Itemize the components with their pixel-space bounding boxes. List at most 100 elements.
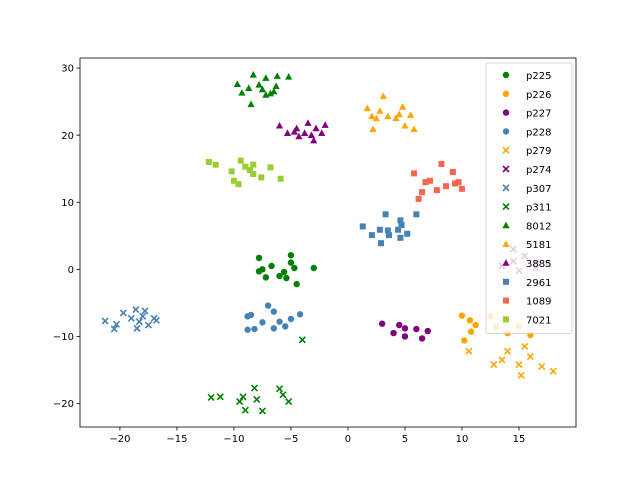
series-p307 bbox=[101, 306, 160, 333]
data-point bbox=[404, 230, 411, 237]
data-point bbox=[290, 128, 298, 135]
data-point bbox=[467, 328, 475, 335]
data-point bbox=[411, 170, 418, 177]
data-point bbox=[258, 407, 267, 415]
data-point bbox=[273, 72, 281, 79]
legend: p225 p226 p227 p228 p279 p274 p307 p311 8012 5181… bbox=[485, 62, 573, 334]
points-layer bbox=[101, 70, 557, 415]
data-point bbox=[246, 167, 253, 174]
legend-marker bbox=[503, 278, 509, 285]
data-point bbox=[250, 384, 259, 392]
data-point bbox=[253, 395, 261, 404]
data-point bbox=[538, 363, 546, 371]
data-point bbox=[461, 337, 468, 344]
legend-box bbox=[485, 62, 573, 334]
data-point bbox=[255, 268, 263, 275]
legend-marker bbox=[502, 203, 510, 211]
data-point bbox=[465, 347, 473, 355]
data-point bbox=[277, 175, 284, 182]
data-point bbox=[250, 171, 257, 178]
data-point bbox=[239, 393, 247, 401]
data-point bbox=[401, 333, 409, 340]
data-point bbox=[415, 195, 422, 202]
y-tick-label: 30 bbox=[61, 64, 74, 75]
data-point bbox=[372, 114, 381, 122]
data-point bbox=[285, 397, 293, 406]
data-point bbox=[255, 81, 263, 88]
data-point bbox=[236, 397, 244, 406]
plot-frame bbox=[79, 57, 577, 428]
data-point bbox=[410, 125, 418, 132]
data-point bbox=[401, 121, 409, 129]
data-point bbox=[272, 82, 280, 89]
data-point bbox=[247, 100, 255, 108]
data-point bbox=[452, 180, 459, 187]
legend-label: p274 bbox=[526, 165, 551, 176]
data-point bbox=[382, 211, 389, 218]
data-point bbox=[413, 211, 420, 218]
data-point bbox=[251, 325, 258, 333]
legend-label: p226 bbox=[526, 90, 551, 101]
data-point bbox=[368, 232, 375, 239]
x-tick-label: 10 bbox=[456, 434, 469, 445]
data-point bbox=[152, 316, 160, 324]
data-point bbox=[135, 318, 143, 326]
legend-marker bbox=[502, 90, 510, 98]
data-point bbox=[304, 119, 312, 126]
data-point bbox=[275, 121, 284, 129]
data-point bbox=[258, 174, 265, 181]
data-point bbox=[216, 393, 224, 401]
y-tick-label: −10 bbox=[53, 332, 74, 343]
data-point bbox=[233, 80, 241, 87]
data-point bbox=[296, 311, 304, 318]
data-point bbox=[521, 342, 529, 351]
data-point bbox=[287, 259, 295, 266]
legend-marker bbox=[503, 316, 509, 323]
data-point bbox=[397, 217, 404, 224]
data-point bbox=[318, 129, 326, 136]
data-point bbox=[207, 393, 215, 402]
data-point bbox=[245, 84, 253, 91]
data-point bbox=[287, 315, 295, 323]
data-point bbox=[424, 327, 431, 335]
data-point bbox=[378, 240, 385, 247]
data-point bbox=[280, 268, 288, 276]
data-point bbox=[266, 89, 275, 97]
legend-label: 5181 bbox=[526, 240, 551, 251]
data-point bbox=[396, 321, 403, 329]
legend-label: p279 bbox=[526, 146, 551, 157]
axes-layer: −20 −15 −10 −5 0 5 10 15 −20 −10 0 10 20 30 bbox=[53, 57, 577, 445]
data-point bbox=[498, 356, 506, 364]
data-point bbox=[247, 311, 255, 319]
data-point bbox=[267, 164, 274, 171]
data-point bbox=[298, 336, 306, 344]
legend-marker bbox=[502, 259, 510, 266]
y-tick-label: 0 bbox=[68, 265, 74, 276]
data-point bbox=[258, 85, 267, 93]
data-point bbox=[378, 320, 386, 327]
data-point bbox=[490, 361, 498, 369]
legend-marker bbox=[502, 240, 510, 247]
data-point bbox=[282, 323, 289, 330]
data-point bbox=[293, 124, 301, 132]
data-point bbox=[407, 111, 415, 118]
data-point bbox=[270, 325, 278, 332]
data-point bbox=[458, 312, 466, 319]
series-2961 bbox=[359, 211, 420, 247]
data-point bbox=[526, 352, 534, 361]
data-point bbox=[276, 318, 283, 325]
data-point bbox=[205, 158, 212, 165]
data-point bbox=[398, 222, 405, 229]
data-point bbox=[293, 280, 300, 288]
series-5181 bbox=[363, 92, 418, 132]
legend-label: p225 bbox=[526, 71, 551, 82]
legend-marker bbox=[502, 165, 510, 173]
x-tick-label: 15 bbox=[513, 434, 526, 445]
data-point bbox=[321, 121, 329, 128]
legend-label: 3885 bbox=[526, 259, 551, 270]
data-point bbox=[413, 325, 420, 333]
data-point bbox=[368, 112, 376, 120]
data-point bbox=[101, 317, 109, 325]
legend-marker bbox=[502, 128, 510, 135]
data-point bbox=[386, 232, 393, 239]
